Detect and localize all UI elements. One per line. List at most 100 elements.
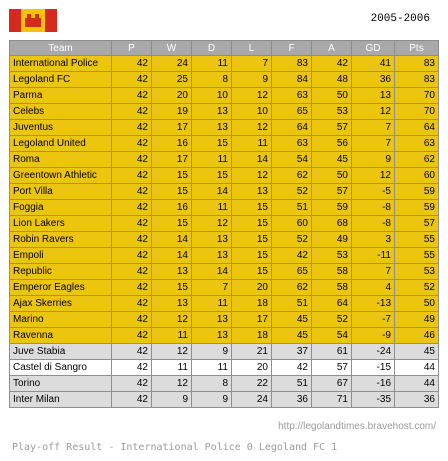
cell-goals-against: 42	[311, 55, 352, 72]
cell-lost: 12	[231, 167, 272, 184]
cell-team-name: Torino	[9, 375, 112, 392]
cell-goal-difference: 36	[351, 71, 395, 88]
cell-team-name: Inter Milan	[9, 391, 112, 408]
cell-goals-for: 64	[271, 119, 312, 136]
cell-played: 42	[111, 327, 152, 344]
cell-points: 55	[394, 247, 439, 264]
header-goals-for[interactable]: F	[271, 40, 312, 56]
cell-team-name: Marino	[9, 311, 112, 328]
cell-drawn: 10	[191, 87, 232, 104]
site-url[interactable]: http://legolandtimes.bravehost.com/	[278, 421, 436, 432]
cell-goals-for: 62	[271, 167, 312, 184]
cell-goal-difference: 12	[351, 167, 395, 184]
header-team[interactable]: Team	[9, 40, 112, 56]
cell-goals-for: 37	[271, 343, 312, 360]
cell-team-name: International Police	[9, 55, 112, 72]
cell-won: 15	[151, 167, 192, 184]
cell-played: 42	[111, 231, 152, 248]
cell-points: 64	[394, 119, 439, 136]
header-goal-difference[interactable]: GD	[351, 40, 395, 56]
cell-points: 70	[394, 87, 439, 104]
cell-goals-against: 49	[311, 231, 352, 248]
cell-team-name: Roma	[9, 151, 112, 168]
cell-drawn: 13	[191, 247, 232, 264]
table-row: Legoland United 42 16 15 11 63 56 7 63	[9, 135, 439, 152]
cell-goals-for: 51	[271, 295, 312, 312]
header-points[interactable]: Pts	[394, 40, 439, 56]
cell-goals-for: 54	[271, 151, 312, 168]
cell-goal-difference: 7	[351, 135, 395, 152]
cell-goals-against: 67	[311, 375, 352, 392]
header-lost[interactable]: L	[231, 40, 272, 56]
cell-goals-against: 45	[311, 151, 352, 168]
cell-goals-for: 83	[271, 55, 312, 72]
cell-played: 42	[111, 167, 152, 184]
cell-lost: 15	[231, 199, 272, 216]
cell-goals-for: 60	[271, 215, 312, 232]
cell-goals-for: 63	[271, 87, 312, 104]
table-row: International Police 42 24 11 7 83 42 41 83	[9, 55, 439, 72]
cell-team-name: Greentown Athletic	[9, 167, 112, 184]
cell-goals-against: 53	[311, 103, 352, 120]
cell-points: 63	[394, 135, 439, 152]
cell-lost: 10	[231, 103, 272, 120]
cell-lost: 18	[231, 327, 272, 344]
cell-won: 16	[151, 199, 192, 216]
cell-lost: 12	[231, 87, 272, 104]
table-row: Lion Lakers 42 15 12 15 60 68 -8 57	[9, 215, 439, 232]
cell-lost: 24	[231, 391, 272, 408]
table-row: Foggia 42 16 11 15 51 59 -8 59	[9, 199, 439, 216]
cell-played: 42	[111, 87, 152, 104]
cell-played: 42	[111, 135, 152, 152]
cell-goal-difference: -16	[351, 375, 395, 392]
cell-lost: 20	[231, 279, 272, 296]
cell-lost: 20	[231, 359, 272, 376]
cell-drawn: 14	[191, 183, 232, 200]
cell-goal-difference: -24	[351, 343, 395, 360]
cell-won: 11	[151, 327, 192, 344]
header-drawn[interactable]: D	[191, 40, 232, 56]
cell-lost: 18	[231, 295, 272, 312]
cell-goal-difference: -13	[351, 295, 395, 312]
cell-points: 55	[394, 231, 439, 248]
cell-drawn: 11	[191, 151, 232, 168]
cell-goal-difference: -11	[351, 247, 395, 264]
cell-goal-difference: -8	[351, 199, 395, 216]
cell-played: 42	[111, 71, 152, 88]
table-row: Castel di Sangro 42 11 11 20 42 57 -15 44	[9, 359, 439, 376]
season-label: 2005-2006	[370, 13, 430, 25]
cell-points: 49	[394, 311, 439, 328]
cell-team-name: Celebs	[9, 103, 112, 120]
cell-points: 59	[394, 183, 439, 200]
cell-goals-for: 52	[271, 231, 312, 248]
cell-lost: 13	[231, 183, 272, 200]
cell-drawn: 13	[191, 231, 232, 248]
cell-goal-difference: -7	[351, 311, 395, 328]
cell-drawn: 15	[191, 135, 232, 152]
header-won[interactable]: W	[151, 40, 192, 56]
cell-points: 70	[394, 103, 439, 120]
cell-goals-against: 48	[311, 71, 352, 88]
cell-played: 42	[111, 375, 152, 392]
cell-won: 12	[151, 375, 192, 392]
cell-drawn: 8	[191, 71, 232, 88]
cell-played: 42	[111, 359, 152, 376]
cell-drawn: 15	[191, 167, 232, 184]
table-row: Celebs 42 19 13 10 65 53 12 70	[9, 103, 439, 120]
cell-lost: 14	[231, 151, 272, 168]
cell-lost: 21	[231, 343, 272, 360]
header-played[interactable]: P	[111, 40, 152, 56]
cell-points: 53	[394, 263, 439, 280]
cell-goals-against: 71	[311, 391, 352, 408]
cell-lost: 17	[231, 311, 272, 328]
table-row: Ajax Skerries 42 13 11 18 51 64 -13 50	[9, 295, 439, 312]
table-row: Ravenna 42 11 13 18 45 54 -9 46	[9, 327, 439, 344]
cell-points: 44	[394, 359, 439, 376]
table-row: Juventus 42 17 13 12 64 57 7 64	[9, 119, 439, 136]
cell-goals-for: 65	[271, 103, 312, 120]
cell-goals-for: 36	[271, 391, 312, 408]
cell-lost: 15	[231, 247, 272, 264]
header-goals-against[interactable]: A	[311, 40, 352, 56]
cell-won: 14	[151, 231, 192, 248]
cell-lost: 12	[231, 119, 272, 136]
